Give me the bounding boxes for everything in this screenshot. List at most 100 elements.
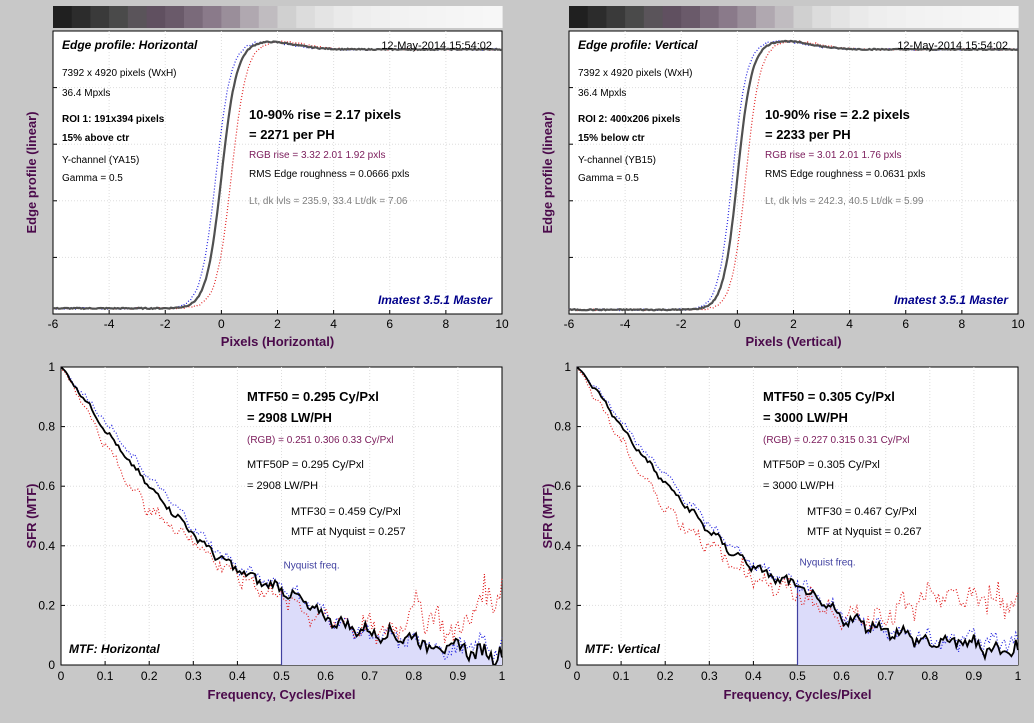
- gradient-strip-swatch: [389, 6, 410, 28]
- gradient-strip-swatch: [427, 6, 447, 28]
- edge-x-tick-label: 2: [274, 317, 281, 331]
- mtf-x-tick-label: 0: [574, 669, 581, 683]
- mtf-y-tick-label: 0.4: [38, 539, 55, 553]
- gradient-strip-swatch: [71, 6, 92, 28]
- mtf-y-tick-label: 0.6: [38, 479, 55, 493]
- gradient-strip-swatch: [737, 6, 757, 28]
- mtf-y-axis-label: SFR (MTF): [24, 484, 39, 549]
- edge-chart-title: Edge profile: Horizontal: [62, 38, 198, 52]
- edge-x-tick-label: 4: [846, 317, 853, 331]
- mtf-y-tick-label: 0: [48, 658, 55, 672]
- mtf-x-axis-label: Frequency, Cycles/Pixel: [208, 687, 356, 702]
- mtf30-text: MTF30 = 0.467 Cy/Pxl: [807, 506, 917, 518]
- edge-timestamp: 12-May-2014 15:54:02: [381, 40, 492, 52]
- nyquist-shaded-area: [281, 588, 502, 665]
- gradient-strip-swatch: [258, 6, 279, 28]
- mtf-x-tick-label: 0.1: [97, 669, 114, 683]
- gradient-strip-swatch: [569, 6, 589, 28]
- gradient-strip-swatch: [408, 6, 428, 28]
- gradient-strip-swatch: [868, 6, 888, 28]
- edge-x-tick-label: 0: [734, 317, 741, 331]
- version-label: Imatest 3.5.1 Master: [378, 293, 493, 307]
- mtf50p-lwph-text: = 3000 LW/PH: [763, 480, 834, 492]
- edge-y-axis-label: Edge profile (linear): [24, 111, 39, 233]
- mtf-blue-channel-line: [576, 366, 1019, 655]
- mtf-x-tick-label: 0.5: [273, 669, 290, 683]
- mtf-y-tick-label: 1: [564, 360, 571, 374]
- mtf-x-tick-label: 0.7: [361, 669, 378, 683]
- edge-x-tick-label: 10: [495, 317, 509, 331]
- edge-x-axis-label: Pixels (Horizontal): [221, 334, 334, 349]
- gradient-strip-swatch: [887, 6, 907, 28]
- mtf-corner-label: MTF: Horizontal: [69, 642, 160, 656]
- gradient-strip-swatch: [980, 6, 1000, 28]
- mtf-y-tick-label: 0.8: [38, 420, 55, 434]
- mtf-x-tick-label: 0.8: [405, 669, 422, 683]
- mtf50p-text: MTF50P = 0.305 Cy/Pxl: [763, 459, 880, 471]
- gradient-strip-swatch: [961, 6, 982, 28]
- rise-per-ph-text: = 2271 per PH: [249, 127, 335, 142]
- edge-x-tick-label: 6: [902, 317, 909, 331]
- roi-position-text: 15% above ctr: [62, 133, 129, 144]
- mtf-x-tick-label: 0.3: [701, 669, 718, 683]
- gradient-strip-swatch: [109, 6, 129, 28]
- image-size-text: 7392 x 4920 pixels (WxH): [578, 68, 693, 79]
- mtf-y-axis-label: SFR (MTF): [540, 484, 555, 549]
- gradient-strip-swatch: [830, 6, 851, 28]
- levels-text: Lt, dk lvls = 242.3, 40.5 Lt/dk = 5.99: [765, 196, 924, 207]
- mtf-x-tick-label: 0.1: [613, 669, 630, 683]
- megapixels-text: 36.4 Mpxls: [62, 88, 110, 99]
- mtf-y-tick-label: 1: [48, 360, 55, 374]
- rgb-rise-text: RGB rise = 3.32 2.01 1.92 pxls: [249, 150, 385, 161]
- mtf50-rgb-text: (RGB) = 0.251 0.306 0.33 Cy/Pxl: [247, 435, 393, 446]
- edge-x-tick-label: 0: [218, 317, 225, 331]
- gradient-strip-swatch: [352, 6, 372, 28]
- edge-x-axis-label: Pixels (Vertical): [745, 334, 841, 349]
- mtf-red-channel-line: [576, 366, 1019, 632]
- gradient-strip-swatch: [943, 6, 963, 28]
- mtf-x-tick-label: 0.5: [789, 669, 806, 683]
- edge-x-tick-label: 2: [790, 317, 797, 331]
- edge-x-tick-label: -4: [620, 317, 631, 331]
- mtf-nyquist-text: MTF at Nyquist = 0.267: [807, 526, 922, 538]
- gradient-strip-swatch: [905, 6, 926, 28]
- edge-x-tick-label: 4: [330, 317, 337, 331]
- mtf-x-tick-label: 0: [58, 669, 65, 683]
- mtf-y-tick-label: 0.2: [554, 598, 571, 612]
- gradient-strip-swatch: [371, 6, 391, 28]
- edge-roughness-text: RMS Edge roughness = 0.0666 pxls: [249, 169, 409, 180]
- nyquist-label: Nyquist freq.: [284, 560, 340, 571]
- mtf-x-tick-label: 0.9: [450, 669, 467, 683]
- mtf-x-tick-label: 0.2: [657, 669, 674, 683]
- mtf-y-tick-label: 0.8: [554, 420, 571, 434]
- mtf50-lwph-text: = 3000 LW/PH: [763, 410, 848, 425]
- mtf-y-channel-line: [576, 366, 1019, 662]
- nyquist-label: Nyquist freq.: [800, 557, 856, 568]
- mtf-x-tick-label: 0.6: [317, 669, 334, 683]
- levels-text: Lt, dk lvls = 235.9, 33.4 Lt/dk = 7.06: [249, 196, 408, 207]
- gradient-strip-swatch: [90, 6, 110, 28]
- mtf-y-tick-label: 0.6: [554, 479, 571, 493]
- edge-x-tick-label: -2: [160, 317, 171, 331]
- mtf-chart: 0 0.1 0.2 0.3 0.4 0.5 0.6 0.7 0.8 0.9 1 0 0.2 0.4 0.6 0…: [38, 360, 505, 683]
- edge-x-tick-label: -6: [48, 317, 59, 331]
- gradient-strip-swatch: [625, 6, 645, 28]
- gradient-strip: [53, 6, 503, 28]
- mtf-y-tick-label: 0: [564, 658, 571, 672]
- gradient-strip-swatch: [127, 6, 148, 28]
- gradient-strip-swatch: [314, 6, 335, 28]
- gradient-strip-swatch: [924, 6, 944, 28]
- mtf-x-tick-label: 0.9: [966, 669, 983, 683]
- image-size-text: 7392 x 4920 pixels (WxH): [62, 68, 177, 79]
- gamma-text: Gamma = 0.5: [62, 173, 123, 184]
- mtf-y-channel-line: [60, 366, 503, 666]
- rise-per-ph-text: = 2233 per PH: [765, 127, 851, 142]
- gradient-strip-swatch: [699, 6, 720, 28]
- mtf-chart: 0 0.1 0.2 0.3 0.4 0.5 0.6 0.7 0.8 0.9 1 0 0.2 0.4 0.6 0…: [554, 360, 1021, 683]
- rise-text: 10-90% rise = 2.2 pixels: [765, 107, 910, 122]
- edge-profile-chart: -6 -4 -2 0 2 4 6 8 10 Edge profile: Vertical 12-Ma…: [564, 30, 1025, 331]
- edge-x-tick-label: -4: [104, 317, 115, 331]
- rgb-rise-text: RGB rise = 3.01 2.01 1.76 pxls: [765, 150, 901, 161]
- mtf-x-tick-label: 0.4: [745, 669, 762, 683]
